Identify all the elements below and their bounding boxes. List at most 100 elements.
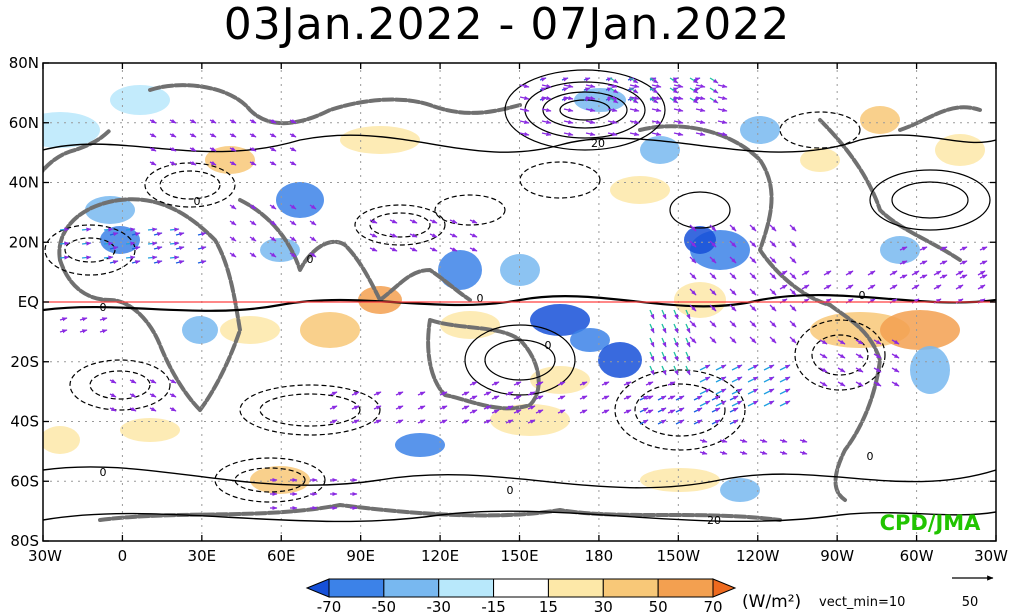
- y-tick-label: 40S: [10, 413, 39, 431]
- flux-vector: [131, 232, 141, 237]
- flux-vector: [449, 233, 458, 238]
- colorbar-unit: (W/m²): [742, 592, 801, 612]
- flux-vector: [749, 272, 757, 280]
- contour-line: [43, 466, 996, 489]
- flux-vector: [175, 232, 185, 237]
- flux-vector: [81, 241, 92, 246]
- flux-vector: [229, 133, 237, 138]
- coastline: [426, 318, 541, 411]
- flux-vector: [669, 77, 679, 84]
- flux-vector: [149, 119, 157, 124]
- flux-vector: [429, 233, 438, 238]
- flux-vector: [395, 419, 404, 424]
- shading-patch: [740, 116, 780, 144]
- flux-vector: [689, 288, 697, 296]
- flux-vector: [789, 320, 797, 328]
- shading-patch: [684, 226, 716, 254]
- contour-label: 0: [867, 450, 874, 463]
- flux-vector: [719, 438, 728, 443]
- flux-vector: [563, 95, 574, 101]
- flux-vector: [579, 395, 588, 400]
- flux-vector: [719, 450, 728, 455]
- flux-vector: [729, 240, 737, 248]
- flux-vector: [715, 400, 727, 407]
- contour-line: [69, 359, 171, 411]
- colorbar-segment: [438, 578, 495, 598]
- flux-vector: [819, 353, 828, 359]
- flux-vector: [269, 147, 277, 152]
- flux-vector: [417, 419, 426, 424]
- flux-vector: [959, 260, 968, 265]
- contour-line: [144, 162, 236, 208]
- colorbar-segment: [547, 578, 604, 598]
- flux-vector: [749, 320, 757, 328]
- flux-vector: [693, 419, 703, 425]
- flux-vector: [699, 376, 711, 383]
- flux-vector: [769, 240, 777, 248]
- flux-vector: [197, 260, 207, 265]
- flux-vector: [629, 119, 640, 125]
- flux-vector: [131, 260, 141, 265]
- flux-vector: [329, 419, 338, 424]
- flux-vector: [197, 246, 207, 251]
- flux-vector: [175, 260, 185, 265]
- flux-vector: [147, 255, 158, 260]
- contour-line: [43, 293, 996, 312]
- contour-line: [89, 370, 151, 400]
- flux-vector: [541, 95, 552, 101]
- flux-vector: [819, 381, 828, 387]
- flux-vector: [289, 252, 297, 258]
- x-tick-label: 120W: [736, 547, 780, 565]
- y-tick-label: 40N: [9, 174, 39, 192]
- flux-vector: [229, 204, 237, 210]
- flux-vector: [607, 95, 618, 101]
- flux-vector: [837, 367, 846, 373]
- flux-vector: [717, 83, 728, 89]
- shading-patch: [100, 226, 140, 254]
- flux-vector: [109, 393, 117, 398]
- flux-vector: [169, 147, 177, 152]
- contour-label: 20: [707, 514, 721, 527]
- flux-vector: [601, 395, 610, 400]
- plot-area: 0 0 0 0 0 0 0 0 20 20 0: [43, 63, 996, 541]
- flux-vector: [229, 236, 237, 242]
- flux-vector: [505, 405, 514, 410]
- flux-vector: [197, 232, 207, 237]
- flux-vector: [749, 336, 757, 344]
- flux-vector: [673, 83, 684, 89]
- flux-vector: [899, 260, 908, 265]
- flux-vector: [269, 133, 277, 138]
- flux-vector: [729, 224, 737, 232]
- flux-vector: [249, 220, 257, 226]
- flux-vector: [351, 391, 360, 396]
- flux-vector: [189, 147, 197, 152]
- shading-patch: [43, 112, 100, 148]
- contour-line: [43, 510, 996, 523]
- flux-vector: [873, 381, 882, 387]
- flux-vector: [585, 107, 596, 113]
- flux-vector: [439, 419, 448, 424]
- flux-vector: [667, 395, 676, 400]
- flux-vector: [539, 77, 547, 82]
- flux-vector: [601, 381, 610, 386]
- flux-vector: [749, 304, 757, 312]
- flux-vector: [469, 247, 478, 252]
- flux-vector: [491, 395, 500, 400]
- flux-vector: [867, 284, 876, 290]
- flux-vector: [541, 131, 552, 137]
- flux-vector: [81, 227, 92, 232]
- flux-vector: [189, 161, 197, 166]
- flux-vector: [585, 119, 596, 125]
- flux-vector: [759, 450, 768, 455]
- flux-vector: [693, 407, 703, 413]
- shading-patch: [530, 366, 590, 394]
- flux-vector: [689, 87, 699, 94]
- flux-vector: [649, 309, 655, 320]
- flux-vector: [289, 220, 297, 226]
- flux-vector: [147, 227, 158, 232]
- flux-vector: [919, 246, 928, 251]
- flux-vector: [629, 83, 640, 89]
- flux-vector: [667, 409, 676, 414]
- flux-vector: [169, 407, 177, 412]
- flux-vector: [801, 284, 810, 290]
